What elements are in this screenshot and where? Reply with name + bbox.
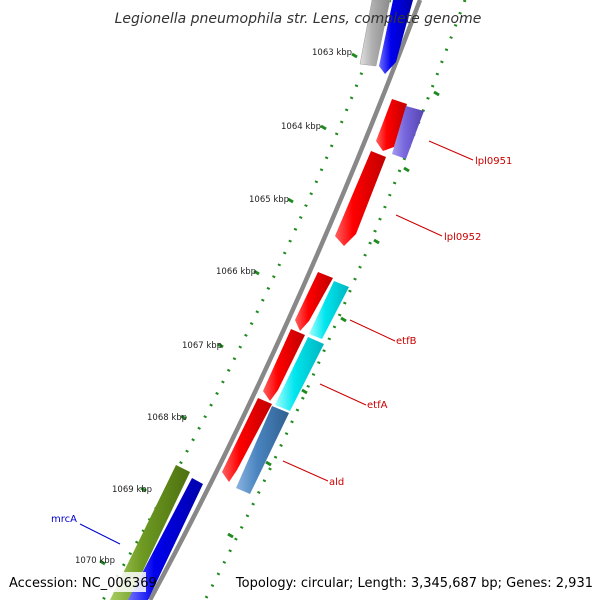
tick-mark (265, 460, 272, 467)
gene-label-lpl0952[interactable]: lpl0952 (444, 232, 481, 243)
kbp-label: 1064 kbp (281, 122, 321, 132)
callout-line-etfA (319, 383, 367, 406)
gene-feature-mrcA[interactable] (110, 465, 190, 600)
outer-tick-ring (101, 0, 392, 600)
tick-mark (320, 124, 327, 131)
kbp-label: 1068 kbp (147, 413, 187, 423)
tick-mark (373, 238, 380, 245)
tick-mark (140, 486, 147, 493)
tick-mark (227, 532, 234, 539)
gene-feature-red-b[interactable] (263, 329, 305, 401)
gene-label-mrcA[interactable]: mrcA (51, 514, 77, 525)
tick-mark (301, 388, 308, 395)
tick-mark (403, 166, 410, 173)
callout-line-lpl0951 (428, 140, 474, 161)
tick-mark (180, 414, 187, 421)
tick-mark (351, 52, 358, 59)
kbp-label: 1069 kbp (112, 485, 152, 495)
tick-mark (253, 269, 260, 276)
accession-text: Accession: NC_006369 (9, 576, 157, 591)
tick-mark (99, 559, 106, 566)
tick-mark (217, 342, 224, 349)
gene-feature-blue-bottom[interactable] (128, 478, 203, 600)
kbp-label: 1065 kbp (249, 195, 289, 205)
callout-line-ald (282, 460, 329, 482)
gene-label-lpl0951[interactable]: lpl0951 (475, 156, 512, 167)
gene-feature-lpl0951[interactable] (392, 106, 424, 159)
genome-backbone (148, 0, 423, 600)
gene-feature-lpl0951-shadow[interactable] (376, 99, 407, 151)
footer-accession-bg (6, 572, 146, 592)
topology-text: Topology: circular; Length: 3,345,687 bp… (235, 576, 593, 591)
inner-major-ticks (227, 90, 440, 539)
kbp-label: 1063 kbp (312, 48, 352, 58)
kbp-label: 1066 kbp (216, 267, 256, 277)
tick-mark (340, 316, 347, 323)
callout-line-mrcA (79, 523, 121, 545)
kbp-label: 1070 kbp (75, 556, 115, 566)
gene-feature-gray[interactable] (359, 0, 391, 67)
gene-feature-etfB[interactable] (309, 281, 349, 339)
gene-feature-blue-top[interactable] (379, 0, 413, 74)
major-ticks (99, 52, 358, 566)
gene-label-ald[interactable]: ald (329, 477, 344, 488)
kbp-label: 1067 kbp (182, 341, 222, 351)
gene-feature-lpl0952[interactable] (335, 151, 386, 246)
callout-lines (79, 140, 474, 545)
callout-line-lpl0952 (395, 214, 443, 237)
callout-line-etfB (349, 319, 396, 342)
gene-label-etfB[interactable]: etfB (396, 336, 417, 347)
tick-mark (287, 197, 294, 204)
footer-topology-bg (258, 572, 596, 592)
gene-feature-red-c[interactable] (222, 398, 272, 482)
gene-feature-red-a[interactable] (295, 272, 333, 331)
genome-title: Legionella pneumophila str. Lens, comple… (115, 11, 482, 27)
gene-feature-ald[interactable] (236, 406, 289, 494)
gene-feature-etfA[interactable] (275, 337, 324, 411)
tick-mark (433, 90, 440, 97)
gene-label-etfA[interactable]: etfA (367, 400, 388, 411)
